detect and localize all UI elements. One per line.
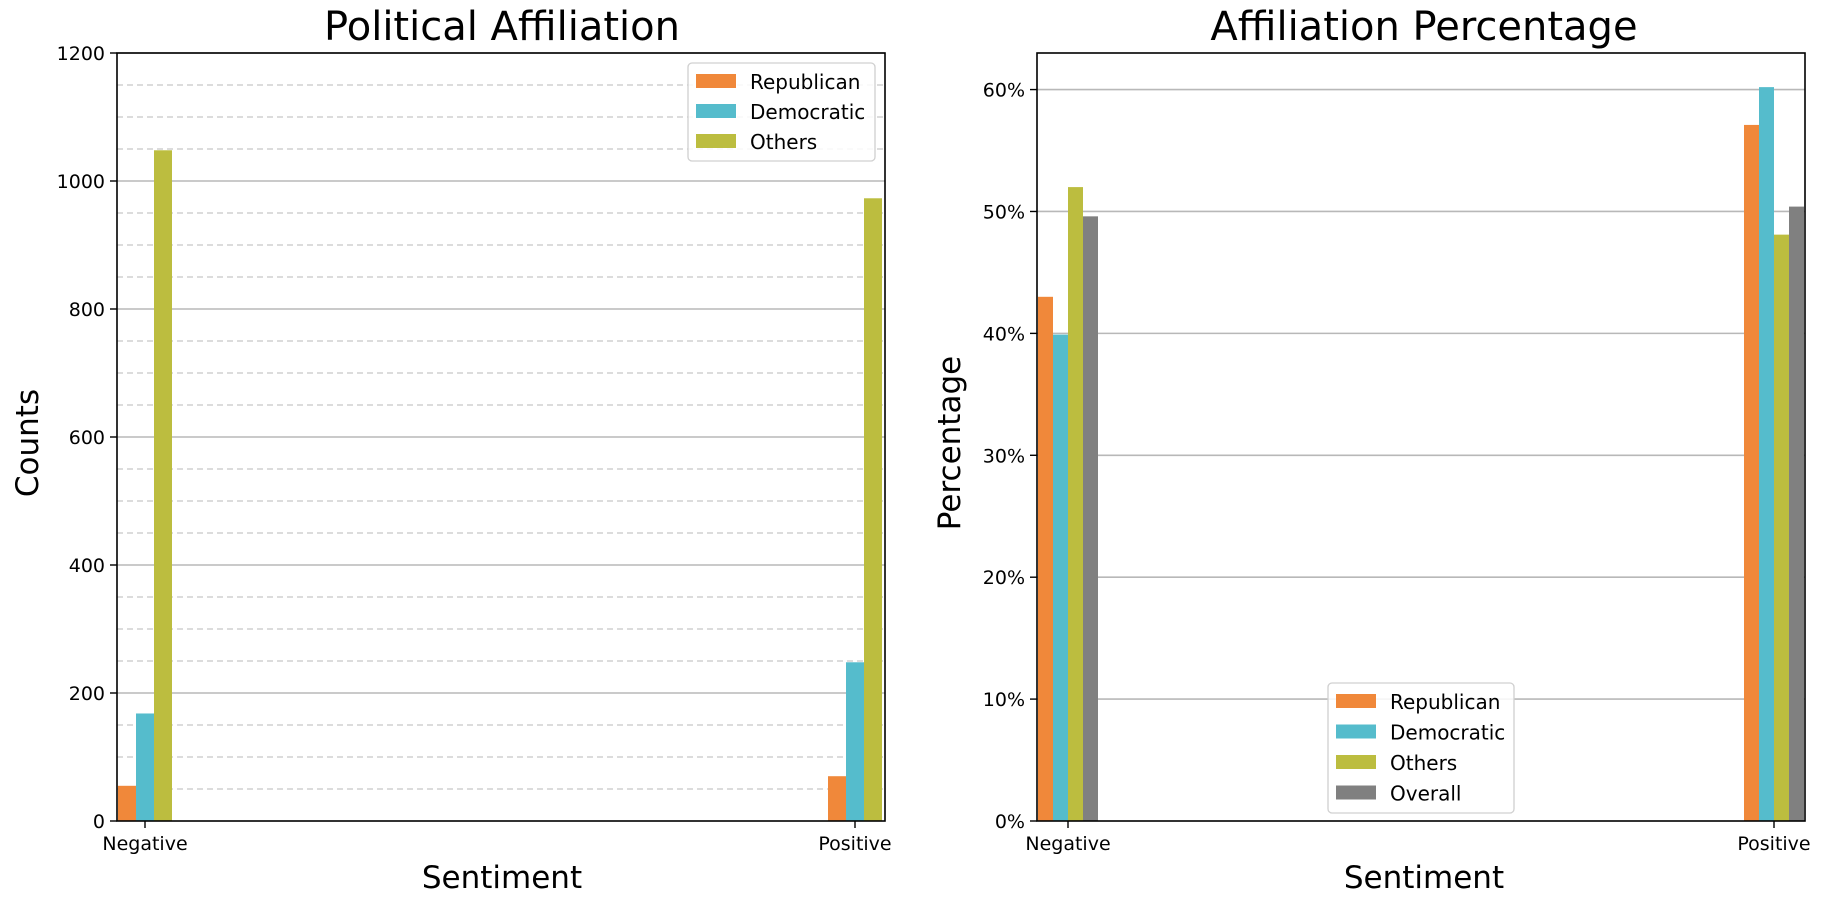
bar-others-positive (1774, 234, 1789, 822)
plot-frame (1036, 52, 1806, 822)
y-tick-label: 30% (983, 445, 1025, 467)
grid (117, 52, 885, 790)
y-tick-label: 200 (69, 683, 105, 705)
bar-others-negative (154, 150, 172, 821)
legend-swatch (1336, 755, 1376, 769)
legend-swatch (1336, 694, 1376, 708)
legend-swatch (696, 74, 736, 88)
y-tick-label: 400 (69, 555, 105, 577)
y-tick-label: 0 (93, 811, 105, 833)
bar-democratic-negative (136, 713, 154, 821)
y-axis-label: Counts (10, 389, 46, 497)
political-affiliation-chart: Political Affiliation Sentiment Counts 0… (10, 4, 892, 896)
legend-swatch (1336, 724, 1376, 739)
y-tick-label: 800 (69, 299, 105, 321)
legend-swatch (1336, 785, 1376, 800)
bar-democratic-positive (846, 662, 864, 821)
legend-box (1327, 682, 1515, 814)
y-tick-label: 40% (983, 323, 1025, 345)
legend-label: Republican (1390, 690, 1500, 714)
affiliation-percentage-chart: Affiliation Percentage Sentiment Percent… (932, 4, 1811, 896)
bar-overall-negative (1083, 216, 1098, 821)
chart-title: Affiliation Percentage (1210, 4, 1637, 50)
y-tick-label: 1000 (57, 171, 105, 193)
legend-label: Others (750, 130, 817, 154)
y-tick-label: 60% (983, 80, 1025, 102)
legend-label: Democratic (750, 100, 865, 124)
x-tick-label: Positive (1737, 833, 1810, 855)
bar-others-negative (1068, 187, 1083, 822)
y-tick-label: 0% (995, 811, 1025, 833)
grid (1037, 88, 1805, 700)
legend-label: Others (1390, 751, 1457, 775)
y-tick-label: 600 (69, 427, 105, 449)
y-tick-label: 10% (983, 689, 1025, 711)
bar-republican-negative (118, 785, 136, 821)
legend-swatch (696, 134, 736, 148)
x-axis-label: Sentiment (422, 860, 582, 896)
chart-title: Political Affiliation (324, 4, 680, 50)
bar-republican-positive (828, 776, 846, 821)
y-tick-label: 50% (983, 201, 1025, 223)
bar-others-positive (864, 198, 882, 821)
bar-republican-positive (1744, 124, 1759, 821)
x-tick-label: Positive (818, 833, 891, 855)
y-tick-label: 20% (983, 567, 1025, 589)
legend-label: Democratic (1390, 721, 1505, 745)
legend-label: Overall (1390, 782, 1461, 806)
bar-overall-positive (1789, 206, 1804, 822)
legend-swatch (696, 104, 736, 118)
legend: Republican Democratic Others (687, 62, 876, 162)
y-tick-label: 1200 (57, 43, 105, 65)
axes-frame (1036, 52, 1806, 822)
y-axis-label: Percentage (932, 356, 968, 530)
bars (118, 150, 882, 821)
x-tick-label: Negative (1025, 833, 1110, 855)
x-tick-label: Negative (102, 833, 187, 855)
ticks: 0 200 400 600 800 1000 1200 Negative Positive (57, 43, 892, 855)
bar-republican-negative (1038, 296, 1053, 821)
bars (1038, 87, 1804, 822)
legend: Republican Democratic Others Overall (1327, 682, 1515, 814)
legend-label: Republican (750, 70, 860, 94)
bar-democratic-negative (1053, 334, 1068, 821)
x-axis-label: Sentiment (1344, 860, 1504, 896)
ticks: 0% 10% 20% 30% 40% 50% 60% Negative Positive (983, 80, 1811, 855)
bar-democratic-positive (1759, 87, 1774, 822)
